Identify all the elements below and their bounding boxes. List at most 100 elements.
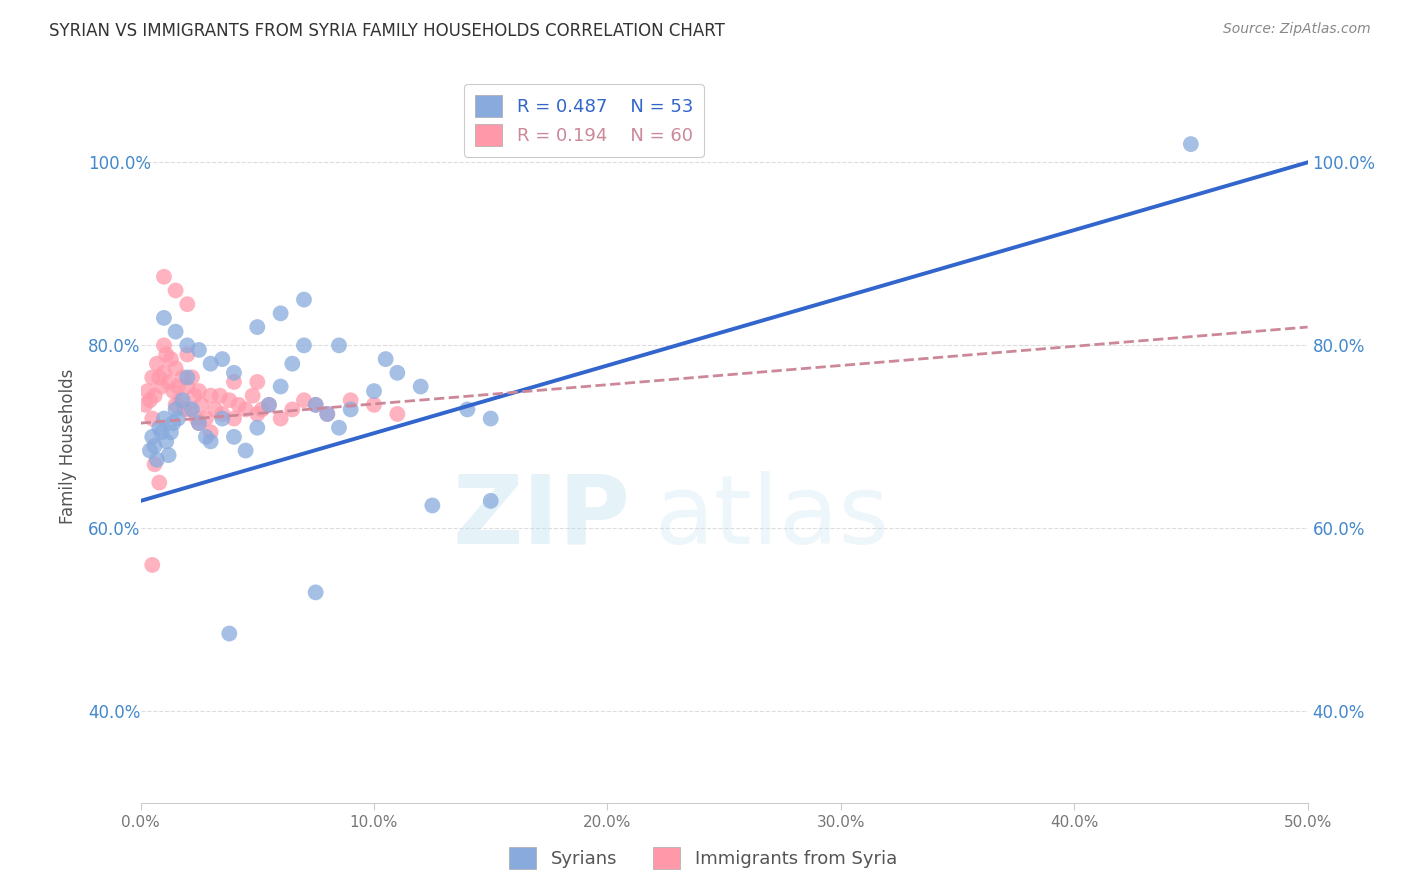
Point [222,430,245,444]
Point [1180,137,1202,152]
Point [479,494,502,508]
Point [155,434,177,449]
Point [281,357,304,371]
Point [270,411,292,425]
Point [148,370,170,384]
Point [305,585,328,599]
Point [141,558,163,572]
Point [270,306,292,320]
Point [242,389,264,403]
Point [153,310,176,325]
Point [181,370,204,384]
Point [305,398,328,412]
Point [409,379,432,393]
Point [328,420,350,434]
Point [387,407,409,421]
Point [204,402,226,417]
Point [167,411,190,425]
Point [200,425,222,440]
Point [136,384,159,398]
Point [316,407,339,421]
Point [174,402,197,417]
Text: atlas: atlas [654,471,889,564]
Point [422,499,444,513]
Point [218,393,240,408]
Point [186,411,208,425]
Point [141,370,163,384]
Point [153,269,176,284]
Point [281,402,304,417]
Point [363,398,385,412]
Point [270,379,292,393]
Point [134,398,156,412]
Point [246,375,269,389]
Point [143,389,166,403]
Point [176,338,198,352]
Text: ZIP: ZIP [453,471,631,564]
Point [150,379,173,393]
Point [153,411,176,425]
Point [176,297,198,311]
Point [157,375,180,389]
Point [162,384,184,398]
Point [165,284,187,298]
Point [148,475,170,490]
Point [153,366,176,380]
Point [194,430,217,444]
Point [292,293,315,307]
Point [208,389,231,403]
Point [222,411,245,425]
Point [363,384,385,398]
Point [235,402,257,417]
Point [165,325,187,339]
Point [153,338,176,352]
Point [211,407,233,421]
Point [211,352,233,367]
Point [188,416,211,430]
Point [141,430,163,444]
Point [188,416,211,430]
Point [143,458,166,472]
Point [218,626,240,640]
Point [188,384,211,398]
Point [167,379,190,393]
Point [387,366,409,380]
Point [172,393,194,408]
Point [246,320,269,334]
Legend: Syrians, Immigrants from Syria: Syrians, Immigrants from Syria [502,839,904,876]
Point [155,347,177,361]
Point [139,443,162,458]
Point [194,411,217,425]
Point [150,425,173,440]
Point [169,393,191,408]
Point [176,370,198,384]
Point [157,448,180,462]
Point [250,402,273,417]
Point [160,425,183,440]
Point [160,352,183,367]
Point [479,411,502,425]
Point [172,370,194,384]
Point [183,389,205,403]
Point [146,452,169,467]
Point [143,439,166,453]
Point [200,389,222,403]
Point [176,379,198,393]
Point [246,420,269,434]
Point [456,402,478,417]
Point [292,338,315,352]
Point [181,402,204,417]
Point [339,393,361,408]
Text: Source: ZipAtlas.com: Source: ZipAtlas.com [1223,22,1371,37]
Point [305,398,328,412]
Point [200,434,222,449]
Point [316,407,339,421]
Point [222,366,245,380]
Y-axis label: Family Households: Family Households [59,368,77,524]
Point [292,393,315,408]
Point [211,411,233,425]
Point [162,416,184,430]
Point [228,398,250,412]
Legend: R = 0.487    N = 53, R = 0.194    N = 60: R = 0.487 N = 53, R = 0.194 N = 60 [464,84,704,157]
Point [328,338,350,352]
